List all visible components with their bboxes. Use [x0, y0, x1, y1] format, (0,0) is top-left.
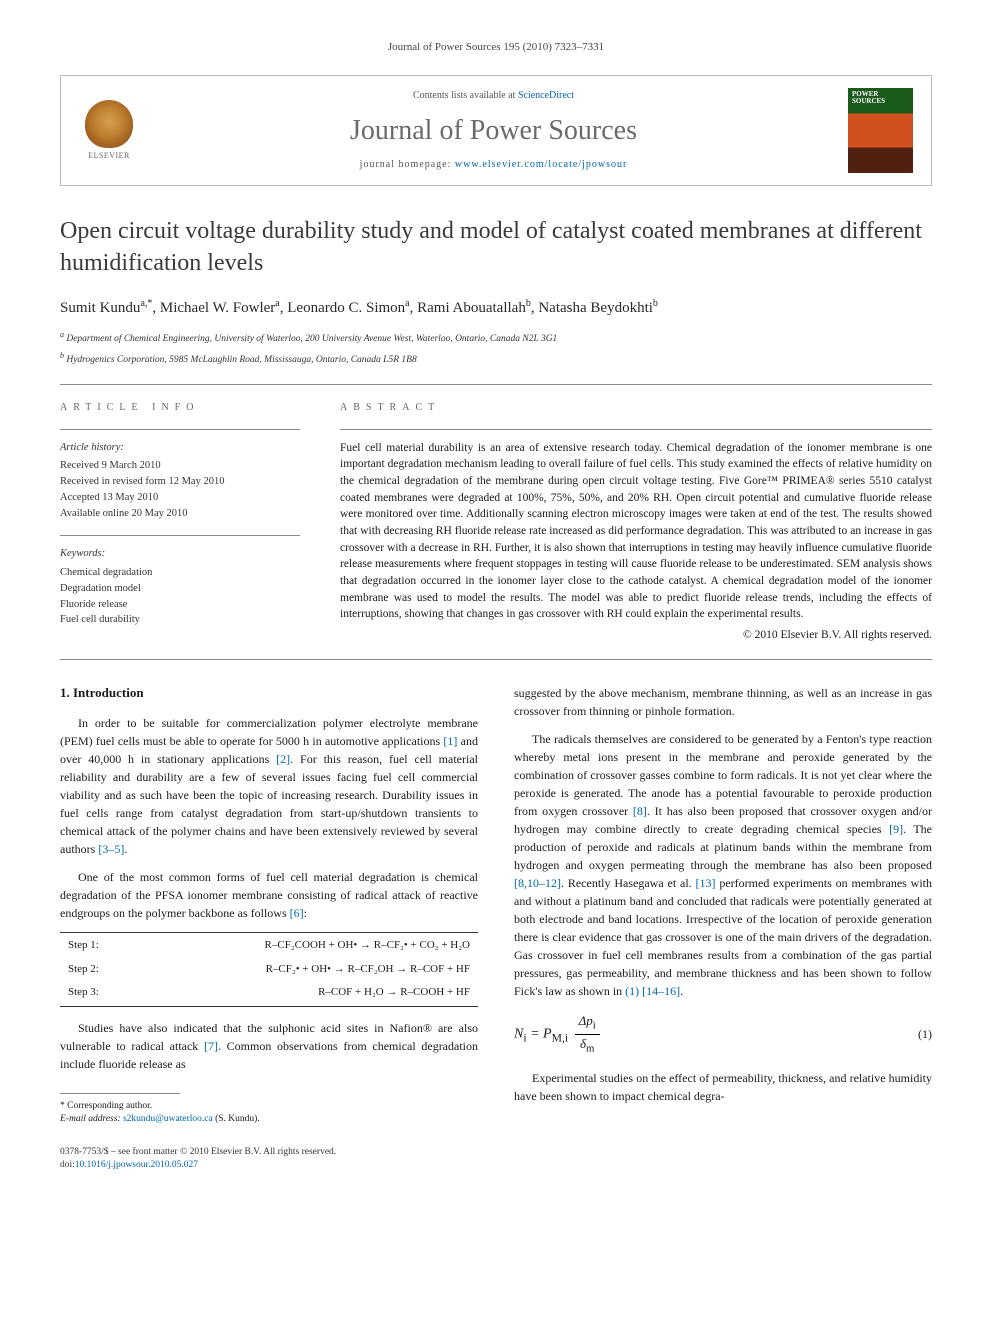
abstract-copyright: © 2010 Elsevier B.V. All rights reserved… [340, 627, 932, 643]
author-list: Sumit Kundua,*, Michael W. Fowlera, Leon… [60, 297, 932, 319]
citation-link[interactable]: [9] [889, 822, 903, 836]
journal-homepage-line: journal homepage: www.elsevier.com/locat… [159, 158, 828, 172]
equation-1: Ni = PM,i Δpiδm (1) [514, 1012, 932, 1057]
article-history-block: Article history: Received 9 March 2010 R… [60, 440, 300, 522]
citation-link[interactable]: [8,10–12] [514, 876, 561, 890]
history-label: Article history: [60, 440, 300, 456]
equation-expression: Ni = PM,i Δpiδm [514, 1012, 603, 1057]
cover-title-text: POWER SOURCES [852, 91, 913, 105]
intro-para-1: In order to be suitable for commercializ… [60, 714, 478, 858]
journal-header-box: ELSEVIER Contents lists available at Sci… [60, 75, 932, 186]
equation-number: (1) [918, 1026, 932, 1043]
email-attribution: (S. Kundu). [213, 1114, 260, 1124]
email-link[interactable]: s2kundu@uwaterloo.ca [123, 1114, 213, 1124]
journal-cover-thumbnail: POWER SOURCES [848, 88, 913, 173]
email-label: E-mail address: [60, 1114, 123, 1124]
article-info-heading: ARTICLE INFO [60, 401, 300, 415]
step-label: Step 2: [62, 959, 130, 980]
body-para-experimental: Experimental studies on the effect of pe… [514, 1069, 932, 1105]
equation-ref-link[interactable]: (1) [625, 984, 639, 998]
step-reaction: R–CF₂COOH + OH• → R–CF₂• + CO₂ + H₂O [132, 935, 476, 956]
keyword: Degradation model [60, 581, 300, 597]
info-rule [60, 429, 300, 430]
keyword: Fluoride release [60, 597, 300, 613]
intro-para-2: One of the most common forms of fuel cel… [60, 868, 478, 922]
keywords-block: Keywords: Chemical degradation Degradati… [60, 546, 300, 628]
publisher-label: ELSEVIER [88, 150, 130, 161]
citation-link[interactable]: [13] [696, 876, 716, 890]
citation-link[interactable]: [1] [443, 734, 457, 748]
corresponding-author-footnote: * Corresponding author. E-mail address: … [60, 1100, 478, 1127]
reaction-steps-table: Step 1:R–CF₂COOH + OH• → R–CF₂• + CO₂ + … [60, 932, 478, 1006]
citation-link[interactable]: [2] [276, 752, 290, 766]
elsevier-tree-icon [85, 100, 133, 148]
doi-label: doi: [60, 1160, 75, 1170]
citation-link[interactable]: [7] [204, 1039, 218, 1053]
info-rule [60, 535, 300, 536]
corr-author-label: * Corresponding author. [60, 1100, 478, 1113]
footnote-rule [60, 1093, 180, 1094]
sciencedirect-link[interactable]: ScienceDirect [518, 90, 574, 101]
history-online: Available online 20 May 2010 [60, 506, 300, 522]
step-reaction: R–CF₂• + OH• → R–CF₂OH → R–COF + HF [132, 959, 476, 980]
affiliation-a: a Department of Chemical Engineering, Un… [60, 329, 932, 346]
issn-line: 0378-7753/$ – see front matter © 2010 El… [60, 1146, 932, 1159]
contents-lists-line: Contents lists available at ScienceDirec… [159, 89, 828, 103]
affiliation-b: b Hydrogenics Corporation, 5985 McLaughl… [60, 350, 932, 367]
citation-link[interactable]: [14–16] [642, 984, 680, 998]
body-para-cont: suggested by the above mechanism, membra… [514, 684, 932, 720]
section-heading-intro: 1. Introduction [60, 684, 478, 702]
doi-link[interactable]: 10.1016/j.jpowsour.2010.05.027 [75, 1160, 198, 1170]
keyword: Chemical degradation [60, 565, 300, 581]
abstract-text: Fuel cell material durability is an area… [340, 440, 932, 623]
step-reaction: R–COF + H₂O → R–COOH + HF [132, 982, 476, 1003]
homepage-prefix: journal homepage: [360, 159, 455, 170]
divider-rule [60, 659, 932, 660]
journal-name: Journal of Power Sources [159, 111, 828, 150]
table-row: Step 3:R–COF + H₂O → R–COOH + HF [62, 982, 476, 1003]
footer-metadata: 0378-7753/$ – see front matter © 2010 El… [60, 1146, 932, 1173]
citation-link[interactable]: [3–5] [98, 842, 124, 856]
running-header: Journal of Power Sources 195 (2010) 7323… [60, 40, 932, 55]
step-label: Step 1: [62, 935, 130, 956]
abstract-heading: ABSTRACT [340, 401, 932, 415]
keywords-label: Keywords: [60, 546, 300, 562]
table-row: Step 1:R–CF₂COOH + OH• → R–CF₂• + CO₂ + … [62, 935, 476, 956]
abstract-rule [340, 429, 932, 430]
article-title: Open circuit voltage durability study an… [60, 216, 932, 278]
history-revised: Received in revised form 12 May 2010 [60, 474, 300, 490]
history-accepted: Accepted 13 May 2010 [60, 490, 300, 506]
homepage-link[interactable]: www.elsevier.com/locate/jpowsour [455, 159, 627, 170]
elsevier-logo: ELSEVIER [79, 96, 139, 166]
body-para-radicals: The radicals themselves are considered t… [514, 730, 932, 1000]
divider-rule [60, 384, 932, 385]
keyword: Fuel cell durability [60, 612, 300, 628]
citation-link[interactable]: [6] [290, 906, 304, 920]
history-received: Received 9 March 2010 [60, 458, 300, 474]
intro-para-3: Studies have also indicated that the sul… [60, 1019, 478, 1073]
citation-link[interactable]: [8] [633, 804, 647, 818]
table-row: Step 2:R–CF₂• + OH• → R–CF₂OH → R–COF + … [62, 959, 476, 980]
contents-prefix: Contents lists available at [413, 90, 518, 101]
step-label: Step 3: [62, 982, 130, 1003]
